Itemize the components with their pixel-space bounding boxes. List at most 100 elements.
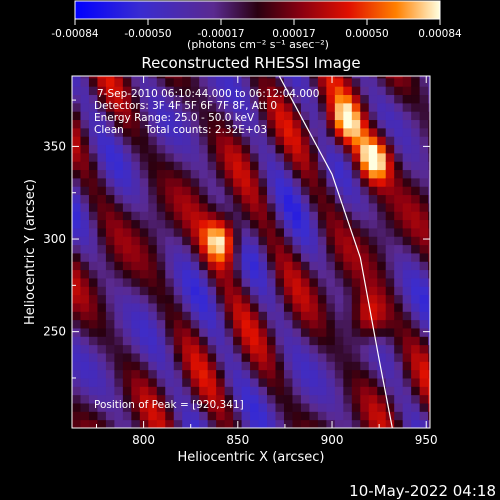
heatmap-cell: [114, 327, 124, 337]
heatmap-cell: [343, 311, 353, 321]
heatmap-cell: [80, 102, 90, 112]
heatmap-cell: [131, 319, 141, 329]
heatmap-cell: [190, 119, 200, 129]
heatmap-cell: [148, 202, 158, 212]
heatmap-cell: [173, 102, 183, 112]
heatmap-cell: [326, 152, 336, 162]
heatmap-cell: [156, 369, 166, 379]
heatmap-cell: [105, 211, 115, 221]
heatmap-cell: [165, 394, 175, 404]
heatmap-cell: [199, 186, 209, 196]
heatmap-cell: [139, 236, 149, 246]
heatmap-cell: [72, 286, 81, 296]
heatmap-cell: [394, 327, 404, 337]
heatmap-cell: [267, 244, 276, 254]
heatmap-cell: [300, 111, 310, 121]
heatmap-cell: [131, 277, 141, 287]
heatmap-cell: [173, 119, 183, 129]
heatmap-cell: [173, 352, 183, 362]
heatmap-cell: [250, 227, 260, 237]
colorbar-ticks: -0.00084 -0.00050 -0.00017 0.00017 0.00050 0.…: [51, 19, 462, 40]
heatmap-cell: [377, 402, 387, 412]
heatmap-cell: [207, 377, 217, 387]
heatmap-cell: [334, 244, 344, 254]
heatmap-cell: [343, 277, 353, 287]
heatmap-cell: [114, 294, 124, 304]
heatmap-cell: [233, 319, 243, 329]
heatmap-cell: [377, 152, 387, 162]
heatmap-cell: [105, 286, 115, 296]
heatmap-cell: [411, 194, 421, 204]
heatmap-cell: [292, 402, 302, 412]
heatmap-cell: [343, 361, 353, 371]
heatmap-cell: [326, 186, 336, 196]
heatmap-cell: [419, 186, 429, 196]
heatmap-cell: [233, 119, 243, 129]
heatmap-cell: [368, 102, 378, 112]
heatmap-cell: [283, 294, 293, 304]
heatmap-cell: [156, 352, 166, 362]
heatmap-cell: [411, 402, 421, 412]
heatmap-cell: [182, 277, 192, 287]
heatmap-cell: [224, 211, 234, 221]
heatmap-cell: [326, 177, 336, 187]
heatmap-cell: [207, 211, 217, 221]
heatmap-cell: [80, 119, 90, 129]
heatmap-cell: [394, 269, 404, 279]
heatmap-cell: [139, 177, 149, 187]
heatmap-cell: [216, 327, 226, 337]
heatmap-cell: [190, 261, 200, 271]
heatmap-cell: [241, 411, 251, 421]
heatmap-cell: [283, 411, 293, 421]
heatmap-cell: [360, 161, 370, 171]
heatmap-cell: [377, 352, 387, 362]
heatmap-cell: [317, 311, 327, 321]
heatmap-cell: [72, 144, 81, 154]
heatmap-cell: [88, 94, 98, 104]
heatmap-cell: [402, 402, 412, 412]
heatmap-cell: [139, 152, 149, 162]
heatmap-cell: [343, 169, 353, 179]
heatmap-cell: [394, 386, 404, 396]
heatmap-cell: [105, 294, 115, 304]
heatmap-cell: [258, 144, 268, 154]
heatmap-cell: [351, 119, 361, 129]
x-tick-label: 900: [321, 433, 344, 447]
heatmap-cell: [241, 261, 251, 271]
heatmap-cell: [267, 386, 276, 396]
heatmap-cell: [241, 244, 251, 254]
heatmap-cell: [317, 227, 327, 237]
heatmap-cell: [224, 169, 234, 179]
heatmap-cell: [351, 311, 361, 321]
heatmap-cell: [258, 302, 268, 312]
heatmap-cell: [292, 202, 302, 212]
heatmap-cell: [385, 76, 395, 79]
heatmap-cell: [275, 261, 285, 271]
heatmap-cell: [190, 311, 200, 321]
heatmap-cell: [334, 202, 344, 212]
heatmap-cell: [122, 336, 132, 346]
heatmap-cell: [199, 202, 209, 212]
heatmap-cell: [258, 111, 268, 121]
heatmap-cell: [267, 86, 276, 96]
heatmap-cell: [317, 127, 327, 137]
heatmap-cell: [250, 369, 260, 379]
heatmap-cell: [207, 252, 217, 262]
y-tick-label: 350: [43, 139, 66, 153]
heatmap-cell: [309, 269, 319, 279]
heatmap-cell: [233, 211, 243, 221]
heatmap-cell: [419, 261, 429, 271]
heatmap-cell: [139, 411, 149, 421]
heatmap-cell: [300, 86, 310, 96]
heatmap-cell: [385, 319, 395, 329]
heatmap-cell: [97, 119, 107, 129]
heatmap-cell: [351, 144, 361, 154]
heatmap-cell: [241, 211, 251, 221]
heatmap-cell: [224, 161, 234, 171]
heatmap-cell: [258, 402, 268, 412]
heatmap-cell: [224, 369, 234, 379]
heatmap-cell: [292, 161, 302, 171]
heatmap-cell: [300, 361, 310, 371]
colorbar-tick-label: 0.00017: [272, 28, 315, 40]
heatmap-cell: [385, 177, 395, 187]
